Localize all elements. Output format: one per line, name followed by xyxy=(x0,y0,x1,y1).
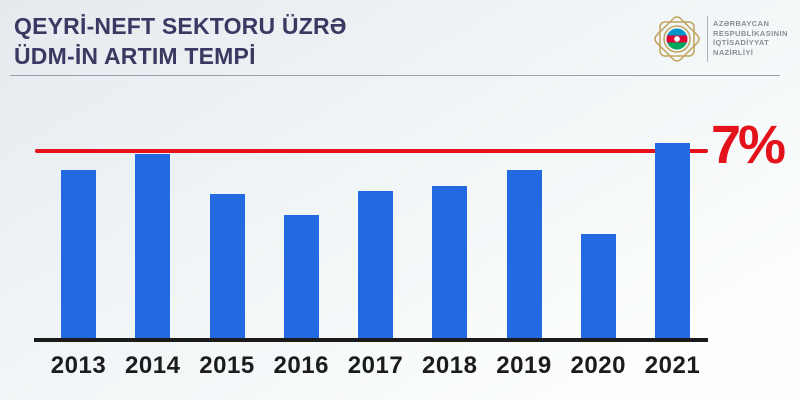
page-title: QEYRİ-NEFT SEKTORU ÜZRƏ ÜDM-İN ARTIM TEM… xyxy=(14,11,347,71)
x-axis xyxy=(34,338,708,342)
bar-2014 xyxy=(135,154,171,338)
x-axis-label-2013: 2013 xyxy=(50,352,107,379)
target-label: 7% xyxy=(711,115,786,175)
bar-2020 xyxy=(580,234,616,338)
x-axis-label-2020: 2020 xyxy=(570,352,626,379)
bar-2017 xyxy=(358,191,393,338)
ministry-name-line: İQTİSADİYYAT xyxy=(713,38,770,48)
page-title-line1: QEYRİ-NEFT SEKTORU ÜZRƏ xyxy=(14,13,347,39)
ministry-name-line: RESPUBLİKASININ xyxy=(713,28,788,38)
x-axis-label-2018: 2018 xyxy=(422,352,478,379)
x-axis-labels: 2013 2014 2015 2016 2017 2018 2019 2020 2021 xyxy=(34,352,708,382)
x-axis-label-2014: 2014 xyxy=(125,352,181,379)
ministry-emblem-icon xyxy=(654,16,700,62)
header-separator xyxy=(10,75,780,76)
page-title-line2: ÜDM-İN ARTIM TEMPİ xyxy=(14,43,256,69)
x-axis-label-2017: 2017 xyxy=(347,352,404,379)
logo-divider xyxy=(707,16,708,62)
x-axis-label-2016: 2016 xyxy=(273,352,329,379)
bar-2019 xyxy=(506,170,542,338)
target-reference-line xyxy=(35,149,708,153)
ministry-name: AZƏRBAYCAN RESPUBLİKASININ İQTİSADİYYAT … xyxy=(713,19,788,57)
bar-2015 xyxy=(209,194,245,338)
bar-chart-plot xyxy=(34,0,708,338)
ministry-name-line: NAZİRLİYİ xyxy=(713,47,754,57)
bar-2016 xyxy=(283,215,319,338)
x-axis-label-2021: 2021 xyxy=(644,352,701,379)
ministry-logo: AZƏRBAYCAN RESPUBLİKASININ İQTİSADİYYAT … xyxy=(650,12,790,66)
x-axis-label-2015: 2015 xyxy=(199,352,255,379)
bar-2013 xyxy=(61,170,96,338)
bar-2018 xyxy=(432,186,468,338)
x-axis-label-2019: 2019 xyxy=(496,352,552,379)
star-icon xyxy=(673,35,681,43)
bar-2021 xyxy=(655,143,690,338)
ministry-name-line: AZƏRBAYCAN xyxy=(713,19,770,28)
